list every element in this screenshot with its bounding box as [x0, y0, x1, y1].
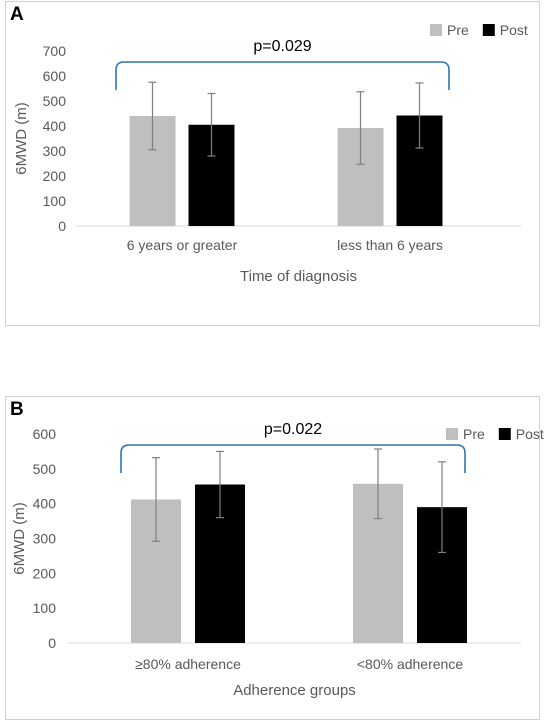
y-tick-label: 300: [43, 143, 67, 159]
y-tick-label: 500: [43, 93, 67, 109]
significance-bracket: [115, 61, 450, 90]
chart-panel-a: A 0 100 200 300 400 500 600 700 6 years or great…: [5, 1, 540, 326]
chart-a-svg: 0 100 200 300 400 500 600 700 6 years or greater…: [13, 22, 528, 285]
legend-swatch-pre: [446, 428, 458, 440]
error-bar: [216, 450, 224, 519]
x-tick-label: less than 6 years: [337, 237, 443, 253]
error-bar: [438, 461, 446, 554]
p-value-annotation: p=0.029: [253, 38, 311, 55]
legend-swatch-pre: [430, 24, 442, 36]
error-bar: [207, 92, 216, 157]
y-tick-label: 700: [43, 43, 67, 59]
y-axis-title: 6MWD (m): [13, 102, 30, 174]
legend-label-post: Post: [516, 426, 544, 442]
y-tick-label: 400: [43, 118, 67, 134]
y-tick-label: 200: [33, 565, 57, 581]
y-tick-label: 400: [33, 496, 57, 512]
y-tick-label: 100: [33, 600, 57, 616]
y-tick-label: 100: [43, 193, 67, 209]
y-tick-label: 300: [33, 531, 57, 547]
panel-label-a: A: [10, 4, 24, 25]
y-axis-title: 6MWD (m): [11, 502, 28, 574]
y-tick-label: 600: [43, 68, 67, 84]
x-tick-label: ≥80% adherence: [135, 656, 241, 672]
y-tick-label: 0: [48, 635, 56, 651]
panel-label-b: B: [10, 399, 24, 420]
error-bar: [415, 82, 424, 149]
error-bar: [148, 81, 157, 151]
legend-label-post: Post: [500, 22, 528, 38]
chart-b-svg: 0 100 200 300 400 500 600 ≥80% adherence <80% ad…: [11, 421, 544, 699]
legend-swatch-post: [482, 24, 495, 36]
x-axis-title: Adherence groups: [233, 682, 356, 699]
x-tick-label: 6 years or greater: [127, 237, 238, 253]
x-tick-label: <80% adherence: [357, 656, 463, 672]
error-bar: [152, 457, 160, 542]
error-bar: [356, 91, 365, 165]
chart-panel-b: B 0 100 200 300 400 500 600 ≥80% adherence <80% …: [5, 396, 544, 720]
error-bar: [374, 448, 382, 520]
y-tick-label: 200: [43, 168, 67, 184]
y-tick-label: 0: [58, 218, 66, 234]
y-tick-label: 500: [33, 461, 57, 477]
p-value-annotation: p=0.022: [264, 421, 322, 438]
x-axis-title: Time of diagnosis: [240, 268, 357, 285]
legend-label-pre: Pre: [447, 22, 469, 38]
legend-label-pre: Pre: [463, 426, 485, 442]
significance-bracket: [120, 444, 466, 473]
legend-swatch-post: [498, 428, 511, 440]
y-tick-label: 600: [33, 426, 57, 442]
